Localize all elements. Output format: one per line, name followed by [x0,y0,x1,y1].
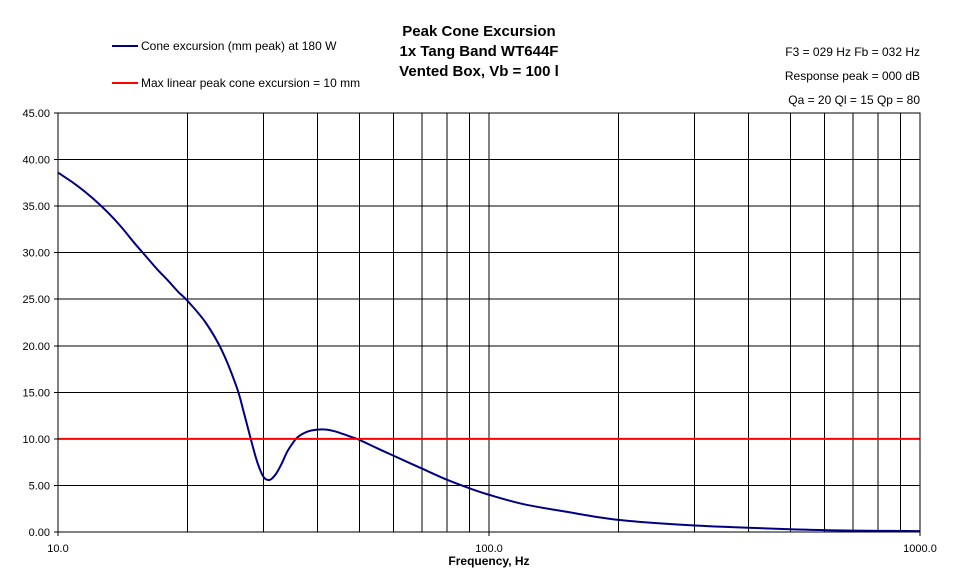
legend-label-excursion: Cone excursion (mm peak) at 180 W [141,39,337,53]
info-line-3: Qa = 20 Ql = 15 Qp = 80 [788,93,920,107]
y-tick-label: 25.00 [22,294,50,306]
title-line-3: Vented Box, Vb = 100 l [399,63,559,80]
legend-label-max-linear: Max linear peak cone excursion = 10 mm [141,76,360,90]
legend: Cone excursion (mm peak) at 180 W Max li… [112,39,360,90]
y-tick-label: 15.00 [22,387,50,399]
y-tick-label: 20.00 [22,341,50,353]
y-tick-label: 5.00 [29,480,50,492]
title-line-2: 1x Tang Band WT644F [400,43,559,60]
info-line-1: F3 = 029 Hz Fb = 032 Hz [785,45,920,59]
y-tick-label: 30.00 [22,248,50,260]
y-tick-label: 0.00 [29,527,50,539]
y-tick-label: 35.00 [22,201,50,213]
series-line-cone-excursion [57,171,921,533]
x-tick-label: 10.0 [47,543,68,555]
y-tick-label: 40.00 [22,155,50,167]
box-parameters: F3 = 029 Hz Fb = 032 Hz Response peak = … [785,45,920,107]
x-tick-label: 1000.0 [903,543,937,555]
x-tick-label: 100.0 [475,543,503,555]
y-tick-label: 45.00 [22,108,50,120]
title-line-1: Peak Cone Excursion [402,23,555,40]
chart-title: Peak Cone Excursion 1x Tang Band WT644F … [399,23,559,80]
y-tick-label: 10.00 [22,434,50,446]
info-line-2: Response peak = 000 dB [785,69,920,83]
x-axis-title: Frequency, Hz [448,554,529,568]
